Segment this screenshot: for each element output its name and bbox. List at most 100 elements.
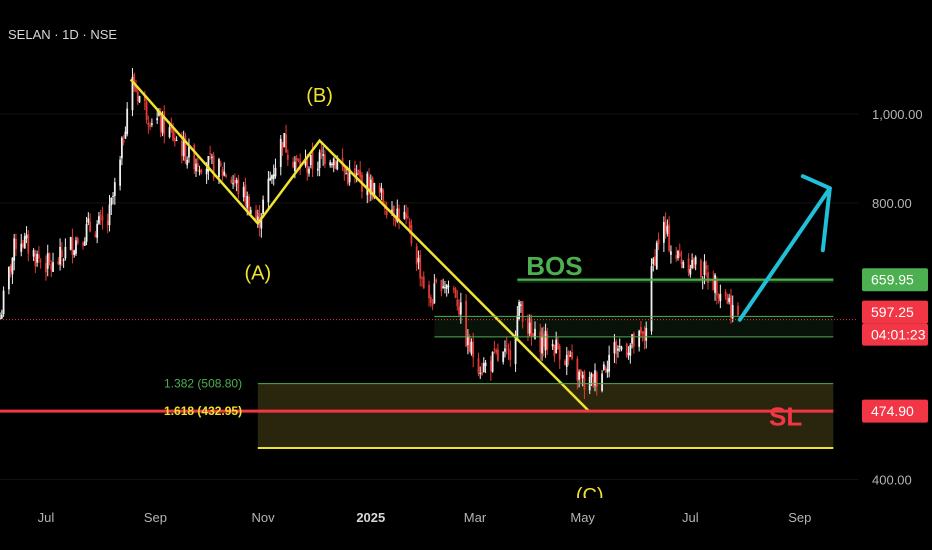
annotation-label: BOS <box>526 251 582 281</box>
candle-body <box>112 195 114 197</box>
candle-body <box>519 304 522 306</box>
gridlines <box>0 113 858 481</box>
candle-body <box>553 344 556 357</box>
candle-body <box>334 161 337 169</box>
candle-body <box>670 251 672 255</box>
annotation-label: 1.382 (508.80) <box>164 377 242 391</box>
candle-body <box>184 136 187 162</box>
candle-body <box>668 224 671 252</box>
candle-body <box>108 204 111 226</box>
forecast-arrow-shaft <box>737 186 832 322</box>
candle-body <box>618 346 621 348</box>
price-badge-label: 597.25 <box>871 304 914 320</box>
candle-body <box>615 340 618 355</box>
candle-body <box>557 342 559 349</box>
candle-body <box>489 360 492 372</box>
candle-body <box>509 350 512 361</box>
candle-body <box>200 169 203 174</box>
candle-body <box>638 330 641 347</box>
candle-body <box>482 363 485 373</box>
candle-body <box>602 364 605 370</box>
candle-body <box>392 205 395 218</box>
candle-body <box>378 185 381 193</box>
candle-body <box>530 318 533 337</box>
candle-body <box>657 238 660 244</box>
candle-body <box>472 341 475 358</box>
candle-body <box>484 362 487 367</box>
candle-body <box>368 176 370 195</box>
candle-body <box>272 174 275 180</box>
candle-body <box>48 252 51 263</box>
candle-body <box>664 221 667 232</box>
price-tick-label: 1,000.00 <box>872 107 923 122</box>
candle-body <box>136 91 139 101</box>
candle-body <box>398 208 400 222</box>
candle-body <box>260 217 263 229</box>
candle-body <box>143 96 146 101</box>
candle-body <box>507 348 510 350</box>
candle-body <box>565 355 568 367</box>
candle-body <box>456 299 459 307</box>
time-tick-label: Nov <box>252 510 276 525</box>
candle-body <box>242 186 245 198</box>
candle-body <box>546 333 549 350</box>
candle-body <box>120 137 123 159</box>
candle-body <box>50 264 53 271</box>
candle-body <box>237 179 240 195</box>
candle-body <box>468 336 471 352</box>
candle-body <box>249 209 252 214</box>
candle-body <box>691 259 694 269</box>
candle-body <box>126 108 129 135</box>
candle-body <box>94 234 97 238</box>
candle-body <box>504 348 506 352</box>
candle-body <box>138 96 141 103</box>
candle-body <box>218 159 220 178</box>
candle-body <box>149 124 152 127</box>
candle-body <box>304 158 307 166</box>
time-tick-label: Jul <box>682 510 699 525</box>
candle-body <box>655 242 658 269</box>
candle-body <box>308 168 310 174</box>
candle-body <box>435 279 438 283</box>
candle-body <box>421 277 423 279</box>
candle-body <box>135 85 137 92</box>
candle-body <box>467 336 469 346</box>
candle-body <box>322 154 325 156</box>
candle-body <box>64 246 67 259</box>
price-badge-label: 659.95 <box>871 272 914 288</box>
candle-body <box>650 266 653 332</box>
time-axis[interactable]: Jul Sep Nov 2025 Mar May Jul Sep <box>0 498 932 550</box>
candle-body <box>406 216 409 218</box>
candle-body <box>700 260 702 278</box>
candle-body <box>433 283 436 304</box>
candle-body <box>145 101 148 120</box>
candle-body <box>38 254 40 259</box>
candle-body <box>606 369 609 373</box>
candle-body <box>320 149 323 153</box>
elliott-wave-lines <box>129 78 591 413</box>
candle-body <box>369 179 372 195</box>
price-tick-label: 800.00 <box>872 196 912 211</box>
price-badge-bg <box>862 300 928 324</box>
candle-body <box>318 152 321 169</box>
candle-body <box>52 262 54 272</box>
candle-body <box>675 255 678 259</box>
candle-body <box>269 177 272 181</box>
candle-body <box>60 249 63 257</box>
candle-body <box>89 221 91 232</box>
candle-body <box>193 144 196 170</box>
candle-body <box>382 189 385 203</box>
candle-body <box>604 367 607 370</box>
candle-body <box>159 115 162 132</box>
symbol-label[interactable]: SELAN · 1D · NSE <box>8 27 118 42</box>
candle-body <box>23 236 26 249</box>
candle-body <box>76 237 79 244</box>
candle-body <box>495 350 498 353</box>
candle-body <box>71 236 74 255</box>
candle-body <box>594 370 596 386</box>
candle-body <box>415 246 418 265</box>
candle-body <box>714 274 716 293</box>
candle-body <box>150 123 153 125</box>
